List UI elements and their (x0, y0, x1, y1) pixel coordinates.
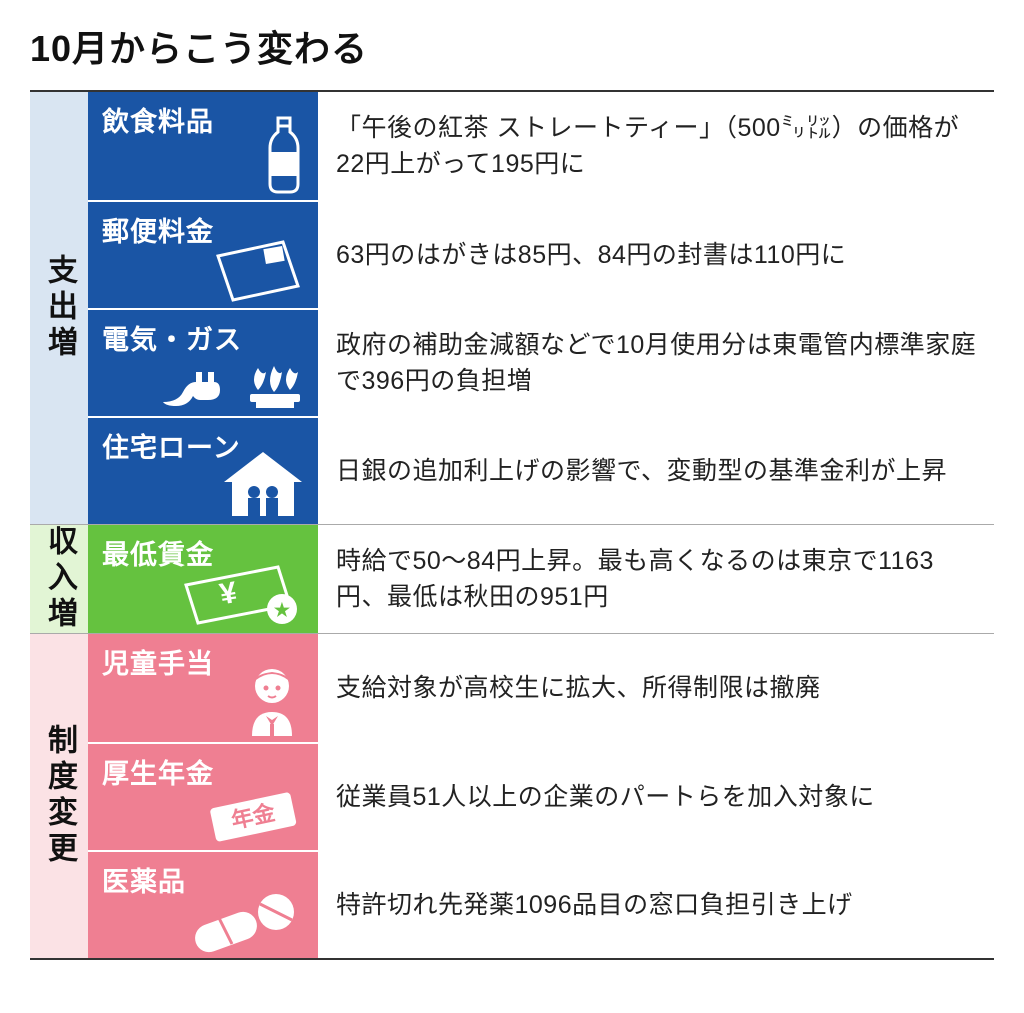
pension-icon: 年金 (198, 786, 308, 846)
svg-text:★: ★ (274, 600, 291, 620)
category-cell: 郵便料金 (88, 202, 318, 308)
info-table: 支出増 飲食料品 「午後の紅茶 ストレートティー」（500㍉㍑）の価格が22円上… (30, 90, 994, 960)
section-system: 制度変更 児童手当 支給対象が高校生に拡大、所得制限は撤廃 厚生年金 年金 (30, 634, 994, 958)
category-cell: 厚生年金 年金 (88, 744, 318, 850)
description: 「午後の紅茶 ストレートティー」（500㍉㍑）の価格が22円上がって195円に (318, 92, 994, 200)
category-cell: 医薬品 (88, 852, 318, 958)
section-label-income: 収入増 (30, 525, 88, 633)
description: 時給で50〜84円上昇。最も高くなるのは東京で1163円、最低は秋田の951円 (318, 525, 994, 633)
description: 63円のはがきは85円、84円の封書は110円に (318, 202, 994, 308)
table-row: 厚生年金 年金 従業員51人以上の企業のパートらを加入対象に (88, 742, 994, 850)
category-cell: 最低賃金 ¥★ (88, 525, 318, 633)
table-row: 医薬品 特許切れ先発薬1096品目の窓口負担引き上げ (88, 850, 994, 958)
child-icon (236, 664, 308, 738)
description: 従業員51人以上の企業のパートらを加入対象に (318, 744, 994, 850)
table-row: 住宅ローン 日銀の追加利上げの影響で、変動型の基準金利が上昇 (88, 416, 994, 524)
section-expense: 支出増 飲食料品 「午後の紅茶 ストレートティー」（500㍉㍑）の価格が22円上… (30, 92, 994, 525)
category-cell: 電気・ガス (88, 310, 318, 416)
section-label-system: 制度変更 (30, 634, 88, 958)
category-cell: 児童手当 (88, 634, 318, 742)
description: 支給対象が高校生に拡大、所得制限は撤廃 (318, 634, 994, 742)
page-title: 10月からこう変わる (30, 20, 994, 72)
table-row: 飲食料品 「午後の紅茶 ストレートティー」（500㍉㍑）の価格が22円上がって1… (88, 92, 994, 200)
section-label-text: 制度変更 (37, 724, 81, 868)
section-income: 収入増 最低賃金 ¥★ 時給で50〜84円上昇。最も高くなるのは東京で1163円… (30, 525, 994, 634)
category-cell: 飲食料品 (88, 92, 318, 200)
table-row: 郵便料金 63円のはがきは85円、84円の封書は110円に (88, 200, 994, 308)
postcard-icon (208, 236, 308, 304)
bottle-icon (260, 116, 308, 196)
plug-flame-icon (158, 352, 308, 412)
pills-icon (188, 890, 308, 954)
description: 政府の補助金減額などで10月使用分は東電管内標準家庭で396円の負担増 (318, 310, 994, 416)
table-row: 電気・ガス 政府の補助金減額などで10月使用分は東電管内標準家庭で396円の負担… (88, 308, 994, 416)
section-label-expense: 支出増 (30, 92, 88, 524)
description: 日銀の追加利上げの影響で、変動型の基準金利が上昇 (318, 418, 994, 524)
table-row: 児童手当 支給対象が高校生に拡大、所得制限は撤廃 (88, 634, 994, 742)
category-cell: 住宅ローン (88, 418, 318, 524)
money-icon: ¥★ (178, 561, 308, 629)
house-icon (218, 448, 308, 520)
svg-text:¥: ¥ (217, 576, 239, 611)
section-label-text: 支出増 (37, 254, 81, 362)
section-label-text: 収入増 (37, 525, 81, 633)
table-row: 最低賃金 ¥★ 時給で50〜84円上昇。最も高くなるのは東京で1163円、最低は… (88, 525, 994, 633)
description: 特許切れ先発薬1096品目の窓口負担引き上げ (318, 852, 994, 958)
